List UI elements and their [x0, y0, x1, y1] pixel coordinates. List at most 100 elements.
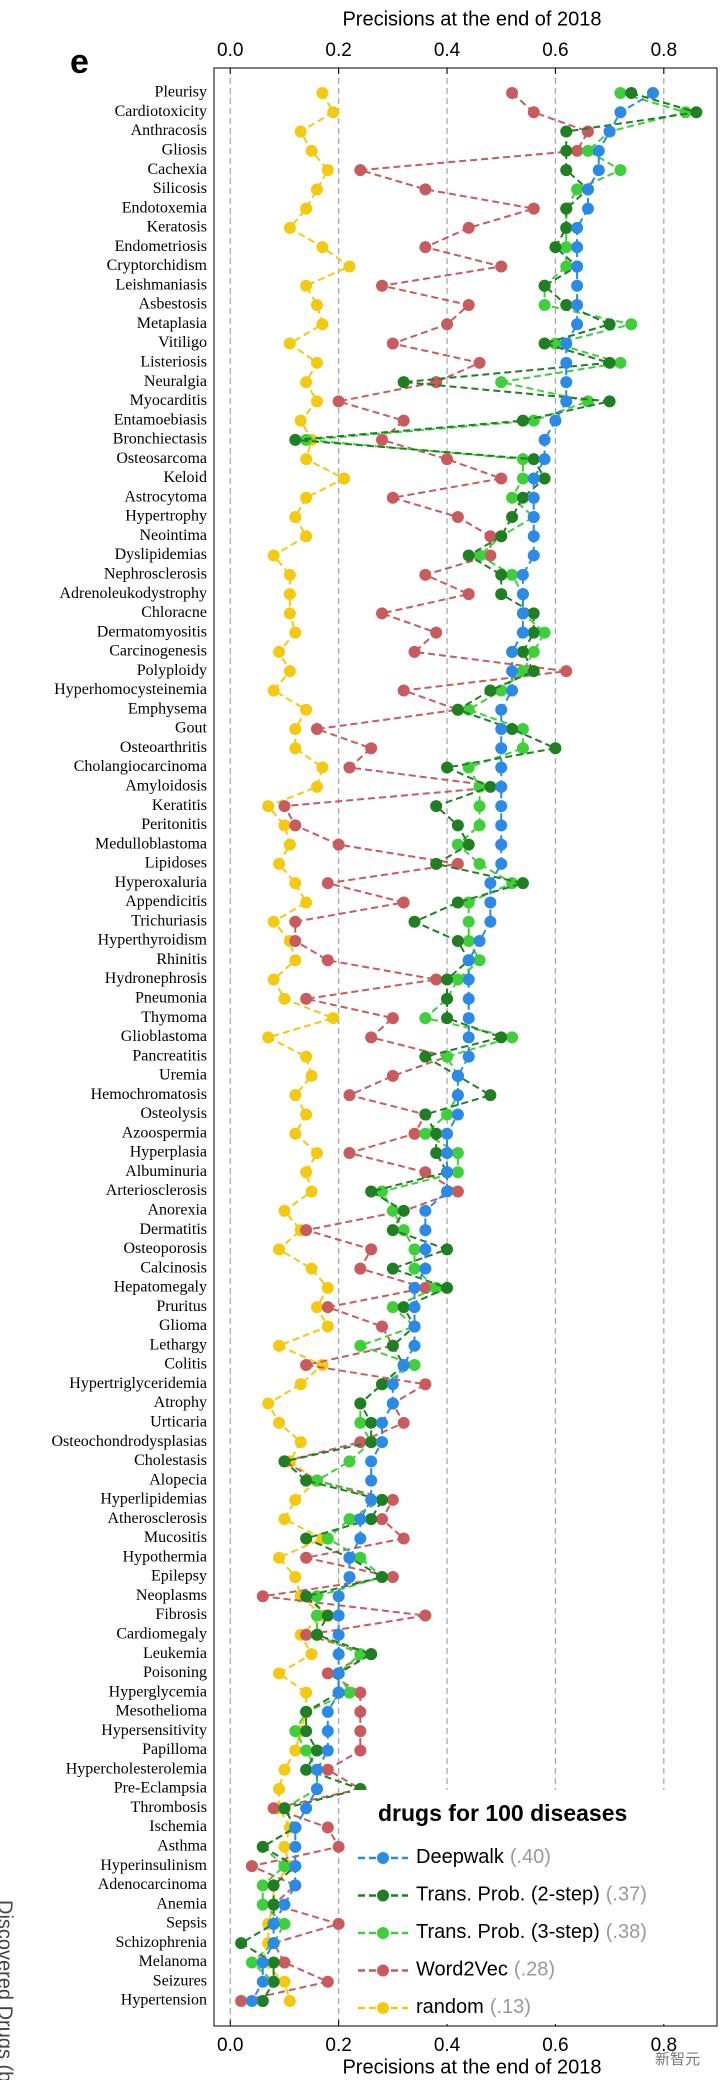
category-label: Seizures — [153, 1972, 207, 1989]
data-point — [462, 1012, 475, 1025]
data-point — [538, 626, 551, 639]
data-point — [495, 838, 508, 851]
data-point — [300, 453, 313, 466]
data-point — [516, 491, 529, 504]
data-point — [289, 433, 302, 446]
data-point — [408, 1262, 421, 1275]
data-point — [278, 1763, 291, 1776]
data-point — [516, 414, 529, 427]
data-point — [560, 299, 573, 311]
data-point — [527, 530, 540, 543]
data-point — [581, 183, 594, 196]
bottom-tick-label: 0.4 — [434, 2035, 461, 2056]
category-label: Adenocarcinoma — [98, 1876, 207, 1893]
data-point — [419, 1609, 432, 1622]
data-point — [283, 1995, 296, 2007]
category-label: Listeriosis — [140, 353, 207, 370]
data-point — [441, 1147, 454, 1159]
data-point — [300, 530, 313, 543]
data-point — [262, 1397, 275, 1410]
data-point — [419, 1281, 432, 1294]
data-point — [354, 1513, 367, 1526]
data-point — [408, 1243, 421, 1256]
category-label: Anemia — [156, 1895, 207, 1912]
data-point — [386, 1339, 399, 1352]
data-point — [441, 1243, 454, 1256]
data-point — [273, 1339, 286, 1352]
data-point — [408, 1127, 421, 1140]
series-line — [261, 92, 352, 2002]
category-label: Lethargy — [150, 1336, 207, 1353]
data-point — [310, 395, 323, 408]
data-point — [419, 1050, 432, 1063]
data-point — [267, 684, 280, 697]
data-point — [321, 877, 334, 890]
data-point — [430, 626, 443, 639]
category-label: Astrocytoma — [124, 488, 207, 505]
data-point — [300, 1705, 313, 1718]
data-point — [376, 279, 388, 292]
plot-frame — [213, 67, 718, 2027]
data-point — [451, 819, 464, 832]
top-axis-title: Precisions at the end of 2018 — [342, 8, 601, 30]
data-point — [462, 954, 475, 967]
data-point — [571, 183, 584, 196]
data-point — [267, 549, 280, 562]
top-tick-label: 0.6 — [542, 40, 568, 61]
data-point — [538, 279, 551, 292]
data-point — [376, 607, 388, 620]
category-label: Atrophy — [154, 1394, 207, 1411]
data-point — [365, 1455, 378, 1468]
data-point — [603, 356, 616, 369]
data-point — [451, 1069, 464, 1082]
category-label: Hyperplasia — [130, 1144, 207, 1161]
data-point — [506, 87, 519, 99]
data-point — [365, 1648, 378, 1661]
data-point — [376, 1320, 388, 1333]
data-point — [430, 800, 443, 813]
data-point — [571, 260, 584, 273]
data-point — [376, 1493, 388, 1506]
data-point — [343, 1686, 356, 1699]
data-point — [332, 1609, 345, 1622]
data-point — [408, 1320, 421, 1333]
category-label: Osteolysis — [140, 1105, 207, 1122]
data-point — [278, 1860, 291, 1873]
data-point — [256, 1840, 269, 1853]
data-point — [473, 356, 486, 369]
category-label: Arteriosclerosis — [106, 1182, 207, 1199]
category-label: Hyperlipidemias — [100, 1491, 207, 1508]
data-point — [397, 1416, 410, 1429]
data-point — [278, 1204, 291, 1217]
data-point — [354, 1416, 367, 1429]
category-label: Metaplasia — [137, 315, 207, 332]
category-label: Pre-Eclampsia — [114, 1780, 207, 1797]
data-point — [300, 896, 313, 909]
data-point — [289, 1725, 302, 1738]
category-label: Neoplasms — [136, 1587, 207, 1604]
data-point — [397, 1532, 410, 1545]
data-point — [386, 1012, 399, 1025]
data-point — [278, 800, 291, 813]
data-point — [365, 742, 378, 755]
data-point — [462, 549, 475, 562]
data-point — [516, 626, 529, 639]
data-point — [278, 1802, 291, 1815]
bottom-tick-label: 0.6 — [542, 2035, 568, 2056]
data-point — [310, 1147, 323, 1159]
data-point — [516, 588, 529, 601]
data-point — [332, 1648, 345, 1661]
data-point — [235, 1995, 248, 2007]
category-label: Trichuriasis — [131, 912, 207, 929]
data-point — [321, 1532, 334, 1545]
data-point — [386, 1301, 399, 1314]
data-point — [462, 992, 475, 1005]
data-point — [462, 299, 475, 311]
category-label: Thymoma — [141, 1009, 207, 1026]
top-tick-label: 0.8 — [651, 40, 677, 61]
data-point — [451, 896, 464, 909]
data-point — [289, 1879, 302, 1892]
legend-name: Trans. Prob. (2-step) — [416, 1884, 600, 1906]
data-point — [305, 1069, 318, 1082]
data-point — [273, 1667, 286, 1680]
